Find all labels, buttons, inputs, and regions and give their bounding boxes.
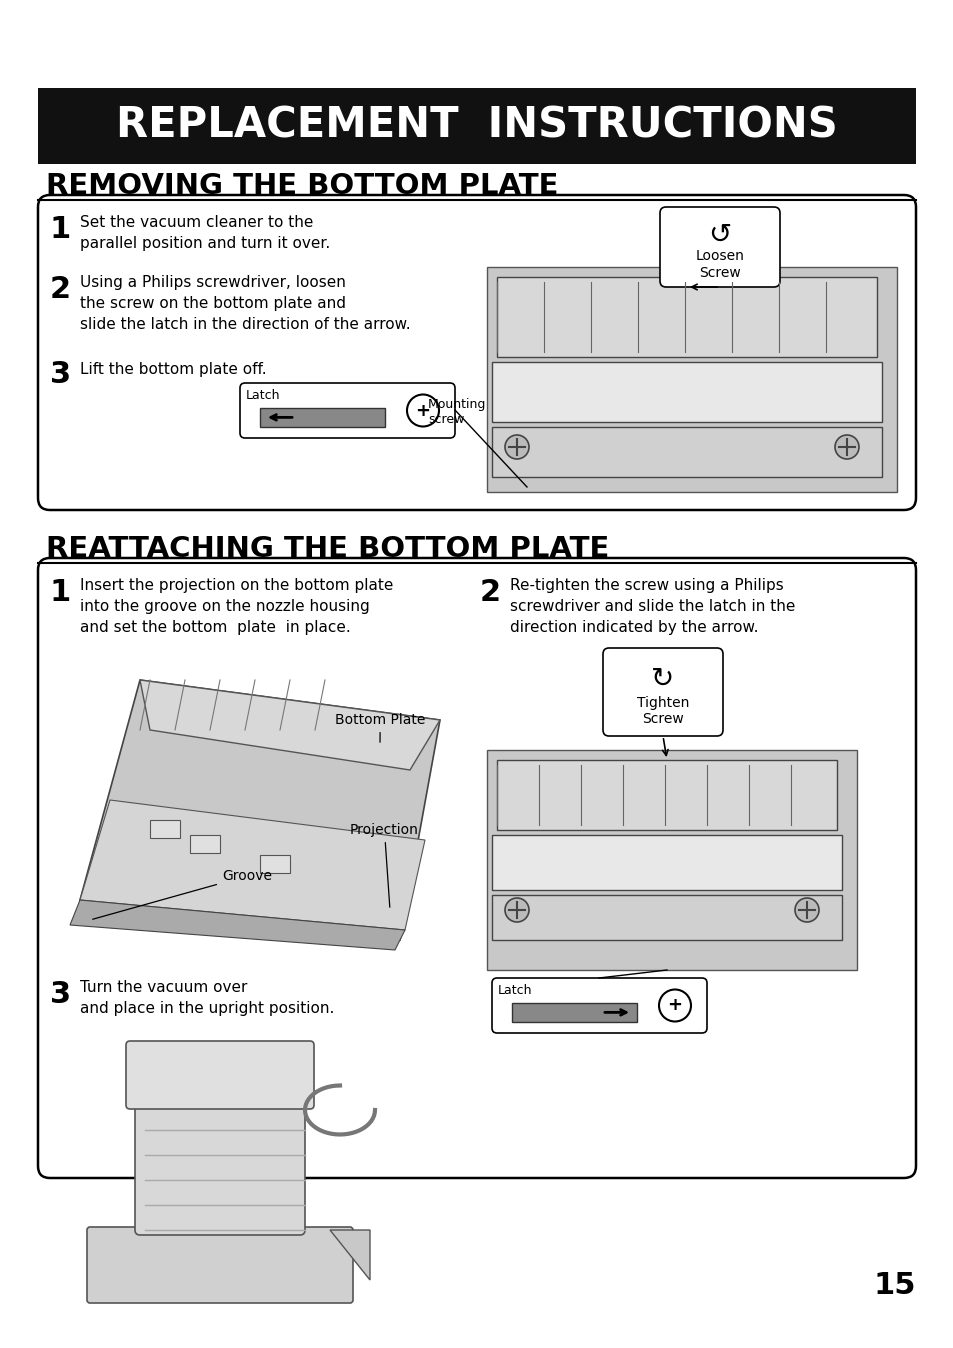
Text: 3: 3 (50, 980, 71, 1010)
Text: Using a Philips screwdriver, loosen
the screw on the bottom plate and
slide the : Using a Philips screwdriver, loosen the … (80, 275, 410, 332)
FancyBboxPatch shape (38, 558, 915, 1178)
Polygon shape (80, 679, 439, 940)
Polygon shape (486, 267, 896, 492)
Bar (497, 760, 836, 830)
Text: REMOVING THE BOTTOM PLATE: REMOVING THE BOTTOM PLATE (46, 173, 558, 200)
Bar (492, 363, 882, 422)
Bar (260, 855, 290, 874)
Text: Mounting
screw: Mounting screw (428, 398, 486, 426)
Circle shape (504, 898, 529, 922)
Circle shape (834, 435, 858, 460)
Text: 2: 2 (50, 275, 71, 305)
Text: +: + (667, 996, 681, 1015)
Text: Groove: Groove (92, 869, 272, 919)
Bar (260, 407, 385, 427)
FancyBboxPatch shape (135, 1055, 305, 1235)
Text: Projection: Projection (350, 824, 418, 907)
FancyBboxPatch shape (87, 1227, 353, 1304)
FancyBboxPatch shape (38, 195, 915, 510)
Bar (492, 427, 882, 477)
Text: 15: 15 (873, 1271, 915, 1299)
Bar (497, 276, 876, 357)
Circle shape (504, 435, 529, 460)
Text: Tighten
Screw: Tighten Screw (637, 697, 688, 727)
Polygon shape (330, 1229, 370, 1281)
Polygon shape (70, 900, 405, 950)
FancyBboxPatch shape (126, 1041, 314, 1109)
Bar (492, 834, 841, 890)
Bar (190, 834, 220, 853)
Text: ↻: ↻ (651, 665, 674, 693)
Text: ↺: ↺ (708, 221, 731, 249)
Polygon shape (80, 799, 424, 930)
Text: 2: 2 (479, 578, 500, 607)
Circle shape (794, 898, 818, 922)
Text: Re-tighten the screw using a Philips
screwdriver and slide the latch in the
dire: Re-tighten the screw using a Philips scr… (510, 578, 795, 635)
FancyBboxPatch shape (659, 208, 780, 287)
Text: +: + (416, 402, 430, 419)
Text: REPLACEMENT  INSTRUCTIONS: REPLACEMENT INSTRUCTIONS (116, 105, 837, 147)
Text: 1: 1 (50, 578, 71, 607)
FancyBboxPatch shape (240, 383, 455, 438)
Bar (492, 895, 841, 940)
Text: REATTACHING THE BOTTOM PLATE: REATTACHING THE BOTTOM PLATE (46, 535, 609, 563)
Text: Bottom Plate: Bottom Plate (335, 713, 425, 743)
Text: 1: 1 (50, 214, 71, 244)
FancyBboxPatch shape (602, 648, 722, 736)
Bar (150, 820, 180, 838)
Text: Loosen
Screw: Loosen Screw (695, 249, 743, 279)
Text: Insert the projection on the bottom plate
into the groove on the nozzle housing
: Insert the projection on the bottom plat… (80, 578, 393, 635)
Bar (38, 88, 915, 164)
Polygon shape (140, 679, 439, 770)
Text: Lift the bottom plate off.: Lift the bottom plate off. (80, 363, 266, 377)
Text: Latch: Latch (497, 984, 532, 998)
Text: Turn the vacuum over
and place in the upright position.: Turn the vacuum over and place in the up… (80, 980, 334, 1016)
Text: Set the vacuum cleaner to the
parallel position and turn it over.: Set the vacuum cleaner to the parallel p… (80, 214, 330, 251)
Polygon shape (486, 749, 856, 971)
Bar (512, 1003, 637, 1022)
Text: 3: 3 (50, 360, 71, 390)
Text: Latch: Latch (246, 390, 280, 402)
FancyBboxPatch shape (492, 979, 706, 1033)
